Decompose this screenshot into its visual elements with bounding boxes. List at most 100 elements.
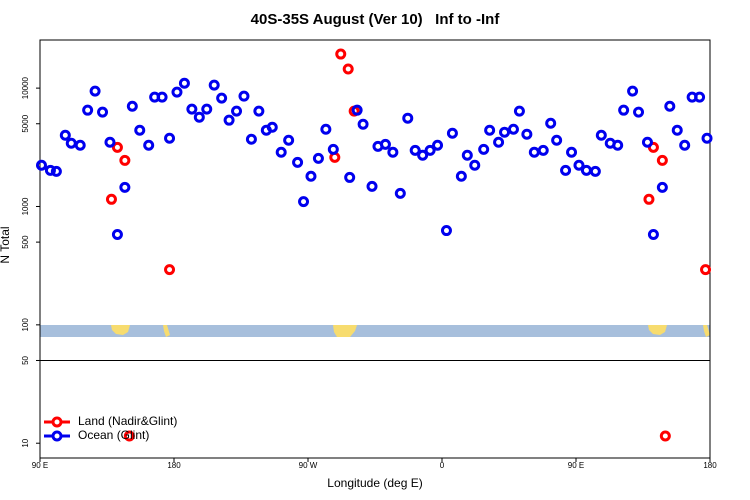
point	[59, 129, 71, 141]
point	[424, 144, 436, 156]
y-tick-label: 5000	[21, 114, 30, 132]
point	[275, 146, 287, 158]
land	[111, 325, 130, 335]
point	[537, 144, 549, 156]
point	[366, 180, 378, 192]
y-tick-label: 50	[21, 355, 30, 364]
point	[105, 193, 117, 205]
point	[589, 165, 601, 177]
point	[387, 146, 399, 158]
point	[409, 144, 421, 156]
point	[664, 100, 676, 112]
point	[627, 85, 639, 97]
point	[694, 91, 706, 103]
point	[143, 139, 155, 151]
point	[394, 187, 406, 199]
point	[469, 159, 481, 171]
point	[633, 106, 645, 118]
y-tick-label: 10	[21, 438, 30, 447]
map-strip	[40, 325, 710, 337]
point	[104, 136, 116, 148]
land	[333, 325, 357, 337]
point	[253, 105, 265, 117]
point	[656, 154, 668, 166]
point	[335, 48, 347, 60]
point	[238, 90, 250, 102]
point	[659, 430, 671, 442]
legend-label: Ocean (Glint)	[78, 428, 149, 442]
point	[513, 105, 525, 117]
point	[612, 139, 624, 151]
point	[283, 134, 295, 146]
point	[123, 430, 135, 442]
point	[402, 112, 414, 124]
point	[186, 103, 198, 115]
point	[595, 129, 607, 141]
point	[164, 132, 176, 144]
point	[208, 79, 220, 91]
y-tick-label: 10000	[21, 76, 30, 99]
point	[156, 91, 168, 103]
point	[134, 124, 146, 136]
point	[344, 171, 356, 183]
ocean-band	[40, 325, 710, 337]
x-tick-label: 180	[703, 461, 717, 470]
point	[193, 111, 205, 123]
point	[298, 196, 310, 208]
point	[245, 133, 257, 145]
point	[35, 159, 47, 171]
chart-title: 40S-35S August (Ver 10) Inf to -Inf	[251, 11, 501, 28]
point	[292, 156, 304, 168]
x-tick-label: 0	[440, 461, 445, 470]
point	[432, 139, 444, 151]
point	[656, 181, 668, 193]
y-tick-label: 1000	[21, 197, 30, 215]
x-tick-label: 180	[167, 461, 181, 470]
point	[379, 138, 391, 150]
land	[648, 325, 667, 335]
point	[320, 123, 332, 135]
point	[643, 193, 655, 205]
point	[560, 164, 572, 176]
point	[507, 123, 519, 135]
point	[327, 143, 339, 155]
point	[111, 228, 123, 240]
point	[111, 141, 123, 153]
x-axis-label: Longitude (deg E)	[327, 476, 422, 490]
point	[119, 181, 131, 193]
point	[461, 149, 473, 161]
x-tick-label: 90 E	[568, 461, 584, 470]
point	[119, 154, 131, 166]
point	[566, 146, 578, 158]
point	[178, 77, 190, 89]
point	[671, 124, 683, 136]
x-tick-label: 90 E	[32, 461, 48, 470]
point	[231, 105, 243, 117]
point	[164, 264, 176, 276]
point	[44, 164, 56, 176]
point	[223, 114, 235, 126]
point	[493, 136, 505, 148]
point	[455, 170, 467, 182]
point	[440, 225, 452, 237]
land	[703, 325, 710, 337]
point	[216, 92, 228, 104]
land	[163, 325, 170, 337]
legend-label: Land (Nadir&Glint)	[78, 414, 177, 428]
point	[305, 170, 317, 182]
point	[573, 159, 585, 171]
point	[417, 149, 429, 161]
y-tick-label: 500	[21, 235, 30, 249]
point	[545, 117, 557, 129]
plot-frame	[39, 39, 711, 459]
point	[201, 103, 213, 115]
y-axis-label: N Total	[0, 226, 12, 263]
point	[618, 104, 630, 116]
point	[126, 100, 138, 112]
legend-marker	[51, 416, 63, 428]
point	[357, 118, 369, 130]
point	[700, 264, 712, 276]
point	[50, 165, 62, 177]
